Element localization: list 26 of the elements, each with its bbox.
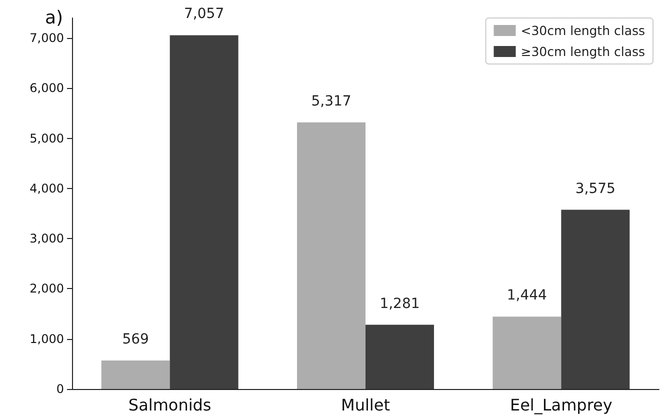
bar bbox=[170, 35, 238, 389]
bar bbox=[297, 122, 366, 389]
data-label: 7,057 bbox=[184, 6, 224, 22]
x-tick-label: Eel_Lamprey bbox=[510, 396, 612, 414]
x-tick-label: Salmonids bbox=[128, 396, 212, 414]
y-tick-label: 6,000 bbox=[30, 81, 64, 96]
y-tick-label: 1,000 bbox=[30, 332, 64, 346]
bar bbox=[561, 210, 630, 389]
data-label: 3,575 bbox=[575, 180, 616, 197]
data-label: 1,281 bbox=[380, 296, 420, 312]
y-tick-label: 4,000 bbox=[30, 181, 64, 196]
legend-label: ≥30cm length class bbox=[520, 44, 645, 59]
chart-title: a) bbox=[45, 8, 64, 28]
y-tick-label: 2,000 bbox=[30, 282, 64, 296]
x-tick-label: Mullet bbox=[341, 396, 390, 414]
y-tick-label: 5,000 bbox=[30, 131, 64, 146]
data-label: 1,444 bbox=[506, 288, 548, 304]
data-label: 5,317 bbox=[311, 93, 352, 110]
legend-label: <30cm length class bbox=[520, 23, 645, 38]
y-tick-label: 0 bbox=[56, 382, 64, 396]
y-tick-label: 3,000 bbox=[30, 232, 64, 246]
bar bbox=[101, 360, 170, 389]
bar bbox=[492, 316, 562, 389]
data-label: 569 bbox=[122, 331, 149, 348]
y-tick-label: 7,000 bbox=[30, 31, 64, 46]
bar bbox=[366, 324, 434, 389]
